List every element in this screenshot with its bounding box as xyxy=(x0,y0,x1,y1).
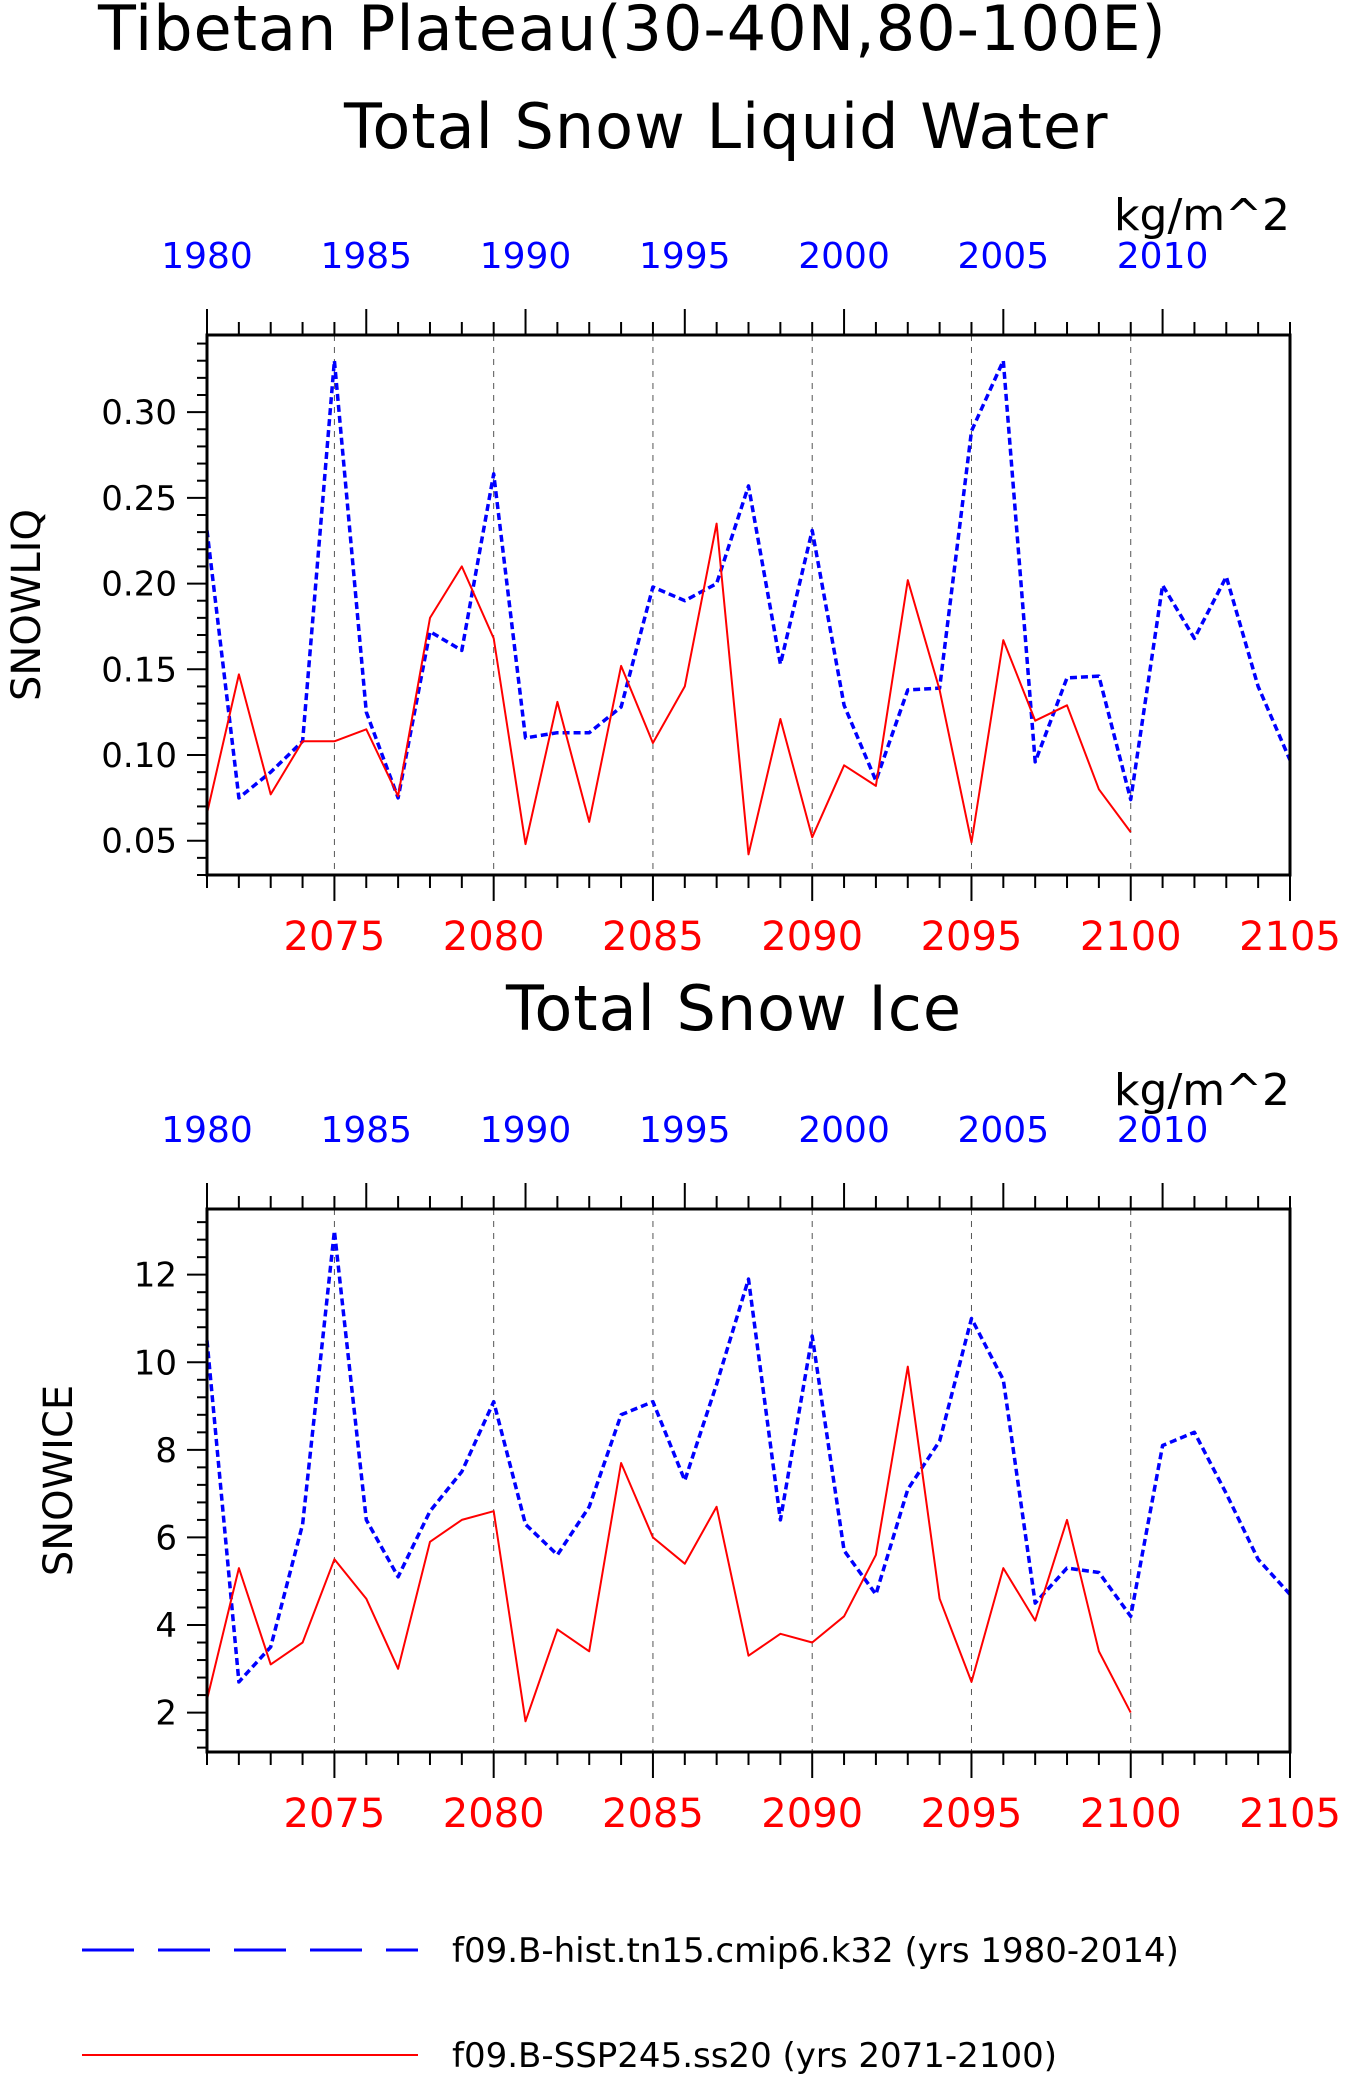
y-tick-label: 0.10 xyxy=(101,736,177,776)
top-tick-label: 2010 xyxy=(1117,1110,1209,1151)
y-axis-label: SNOWLIQ xyxy=(4,509,50,701)
y-tick-label: 10 xyxy=(134,1343,177,1383)
units-label: kg/m^2 xyxy=(1114,1065,1290,1116)
bottom-tick-label: 2075 xyxy=(284,1791,386,1837)
y-tick-label: 0.15 xyxy=(101,650,177,690)
bottom-tick-label: 2080 xyxy=(443,1791,545,1837)
bottom-tick-label: 2095 xyxy=(921,1791,1023,1837)
bottom-tick-label: 2105 xyxy=(1239,1791,1341,1837)
plot-frame xyxy=(205,333,1292,877)
snowliq-chart: 2075 2080 2085 2090 2095 2100 2105 1980 1985 1990… xyxy=(4,190,1341,960)
top-tick-label: 1980 xyxy=(161,1110,253,1151)
y-tick-label: 0.25 xyxy=(101,479,177,519)
bottom-tick-label: 2100 xyxy=(1080,1791,1182,1837)
units-label: kg/m^2 xyxy=(1114,190,1290,241)
top-tick-label: 1980 xyxy=(161,236,253,277)
series-ssp-line xyxy=(206,522,1132,856)
bottom-tick-label: 2085 xyxy=(602,1791,704,1837)
bottom-tick-label: 2085 xyxy=(602,914,704,960)
panel1-title: Total Snow Liquid Water xyxy=(343,90,1109,163)
y-tick-label: 0.20 xyxy=(101,565,177,605)
bottom-tick-label: 2075 xyxy=(284,914,386,960)
y-tick-label: 12 xyxy=(134,1256,177,1296)
top-tick-label: 1990 xyxy=(480,1110,572,1151)
y-tick-label: 4 xyxy=(155,1606,177,1646)
bottom-tick-label: 2095 xyxy=(921,914,1023,960)
y-tick-label: 0.05 xyxy=(101,822,177,862)
y-tick-label: 6 xyxy=(155,1518,177,1558)
bottom-tick-label: 2090 xyxy=(761,914,863,960)
top-tick-label: 1990 xyxy=(480,236,572,277)
series-hist-line xyxy=(205,358,1292,802)
top-tick-label: 2005 xyxy=(958,236,1050,277)
top-tick-label: 1995 xyxy=(639,236,731,277)
series-ssp-line xyxy=(206,1365,1132,1723)
bottom-tick-label: 2105 xyxy=(1239,914,1341,960)
y-axis-label: SNOWICE xyxy=(36,1385,82,1576)
bottom-tick-label: 2100 xyxy=(1080,914,1182,960)
legend: f09.B-hist.tn15.cmip6.k32 (yrs 1980-2014… xyxy=(82,1931,1179,2074)
snowice-chart: 2075 2080 2085 2090 2095 2100 2105 1980 1985 1990… xyxy=(36,1065,1341,1837)
y-tick-label: 8 xyxy=(155,1431,177,1471)
legend-hist-label: f09.B-hist.tn15.cmip6.k32 (yrs 1980-2014… xyxy=(452,1931,1179,1971)
top-tick-label: 2000 xyxy=(798,236,890,277)
top-tick-label: 1985 xyxy=(320,236,412,277)
panel2-title: Total Snow Ice xyxy=(505,972,962,1045)
series-hist-line xyxy=(205,1229,1292,1684)
top-tick-label: 2010 xyxy=(1117,236,1209,277)
top-tick-label: 1985 xyxy=(320,1110,412,1151)
y-tick-label: 0.30 xyxy=(101,393,177,433)
bottom-tick-label: 2090 xyxy=(761,1791,863,1837)
top-tick-label: 1995 xyxy=(639,1110,731,1151)
top-tick-label: 2005 xyxy=(958,1110,1050,1151)
main-title: Tibetan Plateau(30-40N,80-100E) xyxy=(97,0,1167,65)
top-tick-label: 2000 xyxy=(798,1110,890,1151)
legend-ssp-label: f09.B-SSP245.ss20 (yrs 2071-2100) xyxy=(452,2036,1057,2074)
bottom-tick-label: 2080 xyxy=(443,914,545,960)
y-tick-label: 2 xyxy=(155,1694,177,1734)
